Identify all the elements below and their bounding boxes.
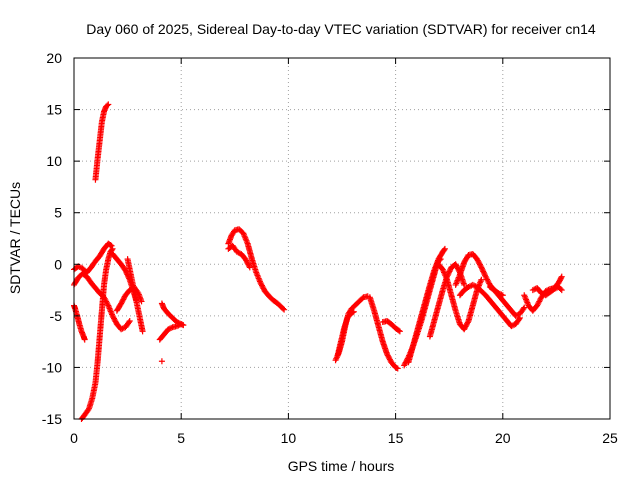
x-tick-label: 10 <box>281 430 297 446</box>
data-point <box>139 328 146 335</box>
y-tick-label: 10 <box>46 153 62 169</box>
data-point <box>104 102 111 109</box>
series-arc5 <box>71 270 133 333</box>
data-point <box>395 327 402 334</box>
data-point <box>558 287 565 294</box>
series-arc16 <box>366 294 401 372</box>
y-tick-label: 5 <box>54 205 62 221</box>
data-point <box>104 301 111 308</box>
series-arc21 <box>435 261 485 333</box>
data-point <box>521 304 528 311</box>
y-tick-label: 0 <box>54 256 62 272</box>
series-arc23 <box>456 281 523 330</box>
data-point <box>478 276 485 283</box>
data-point <box>557 286 564 293</box>
data-point <box>280 305 287 312</box>
series-arc1 <box>92 101 112 183</box>
data-point <box>85 406 92 413</box>
data-point <box>126 318 133 325</box>
data-point <box>478 264 485 271</box>
data-point <box>246 264 253 271</box>
data-point <box>447 267 454 274</box>
data-point <box>81 336 88 343</box>
data-point <box>478 265 485 272</box>
data-point <box>441 245 448 252</box>
data-point <box>105 101 112 108</box>
data-point <box>441 246 448 253</box>
series-arc12 <box>225 226 288 313</box>
series-arc22 <box>452 250 506 299</box>
series-arc8 <box>124 256 146 335</box>
data-point <box>109 245 116 252</box>
series-arc19 <box>405 245 448 366</box>
y-tick-label: 15 <box>46 102 62 118</box>
data-point <box>138 298 145 305</box>
y-tick-labels: -15 -10 -5 0 5 10 15 20 <box>42 50 62 427</box>
data-point <box>125 319 132 326</box>
data-point <box>482 272 489 279</box>
data-point <box>246 263 253 270</box>
axis-ticks <box>73 57 611 420</box>
data-point <box>350 308 357 315</box>
x-tick-label: 20 <box>495 430 511 446</box>
series-arc26 <box>529 283 565 299</box>
data-point <box>520 305 527 312</box>
data-point <box>464 319 471 326</box>
data-point <box>480 269 487 276</box>
series-arc15 <box>334 308 357 359</box>
y-axis-label: SDTVAR / TECUs <box>7 182 23 294</box>
data-point <box>281 306 288 313</box>
y-tick-label: -15 <box>42 411 62 427</box>
data-point <box>461 281 468 288</box>
data-point <box>558 274 565 281</box>
series-arc3 <box>71 302 88 343</box>
grid-lines <box>74 58 610 419</box>
data-point <box>446 268 453 275</box>
series-arc10 <box>156 321 185 343</box>
data-point <box>107 242 114 249</box>
plot-frame <box>73 57 611 420</box>
y-tick-label: -10 <box>42 359 62 375</box>
data-point <box>349 309 356 316</box>
series-arc17 <box>379 318 403 335</box>
series-arc11 <box>158 358 165 365</box>
data-point <box>178 321 185 328</box>
x-tick-label: 5 <box>177 430 185 446</box>
x-axis-label: GPS time / hours <box>288 458 395 474</box>
data-point <box>158 358 165 365</box>
y-tick-label: 20 <box>46 50 62 66</box>
data-point <box>108 242 115 249</box>
y-tick-label: -5 <box>50 308 63 324</box>
data-point <box>396 328 403 335</box>
x-tick-label: 25 <box>602 430 618 446</box>
data-point <box>480 268 487 275</box>
data-point <box>481 271 488 278</box>
data-point <box>479 267 486 274</box>
data-point <box>394 365 401 372</box>
data-point <box>558 273 565 280</box>
x-tick-label: 0 <box>70 430 78 446</box>
data-point <box>477 263 484 270</box>
x-tick-labels: 0 5 10 15 20 25 <box>70 430 618 446</box>
series-arc7 <box>113 283 145 314</box>
series-arc24 <box>486 283 528 319</box>
x-tick-label: 15 <box>388 430 404 446</box>
data-points <box>71 101 565 422</box>
series-arc13 <box>225 242 253 271</box>
chart-title: Day 060 of 2025, Sidereal Day-to-day VTE… <box>86 21 596 37</box>
